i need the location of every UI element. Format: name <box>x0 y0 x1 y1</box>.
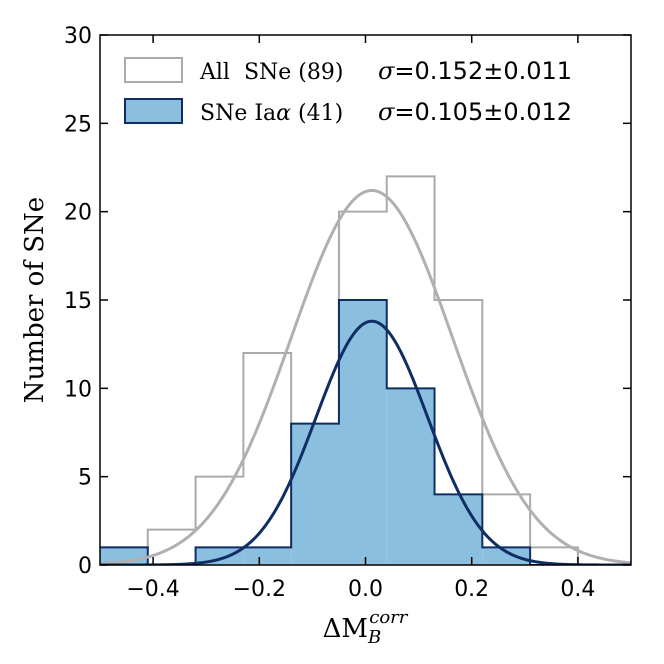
y-tick-label-4: 20 <box>64 201 92 226</box>
legend-sigma-value-ia: =0.105±0.012 <box>394 98 572 126</box>
legend-label-ia-tail: (41) <box>291 101 343 126</box>
bar-ia-bin-9 <box>482 547 531 565</box>
legend-label-ia: SNe Iaα (41) <box>200 101 343 126</box>
x-axis-label-main: ΔM <box>323 614 368 644</box>
legend-sigma-symbol-ia: σ <box>378 98 395 126</box>
legend-label-all: All SNe (89) <box>199 60 343 85</box>
legend-swatch-all <box>124 57 183 83</box>
sne-ia-alpha-histogram <box>53 299 578 565</box>
x-tick-label-1: −0.2 <box>233 577 286 602</box>
x-tick-label-0: −0.4 <box>126 577 179 602</box>
y-tick-label-1: 5 <box>78 466 92 491</box>
x-tick-label-3: 0.2 <box>454 577 489 602</box>
legend-label-ia-text: SNe Ia <box>200 101 276 126</box>
legend-label-ia-greek: α <box>276 101 291 126</box>
y-tick-label-0: 0 <box>78 554 92 579</box>
bar-ia-bin-4 <box>243 547 292 565</box>
bar-all-bin-0 <box>53 547 100 565</box>
bar-ia-bin-5 <box>291 423 339 565</box>
x-axis-label-sub: B <box>367 627 381 648</box>
y-tick-label-5: 25 <box>64 112 92 137</box>
bar-ia-bin-6 <box>338 300 387 565</box>
legend: All SNe (89) σ=0.152±0.011 SNe Iaα (41) … <box>124 57 572 126</box>
x-axis-label-sup: corr <box>369 607 409 628</box>
legend-sigma-value-all: =0.152±0.011 <box>394 57 572 85</box>
gaussian-curve-all <box>100 188 631 565</box>
y-tick-label-6: 30 <box>64 24 92 49</box>
gaussian-fits <box>100 188 631 565</box>
bar-ia-bin-8 <box>434 494 483 565</box>
x-axis-label: ΔMBcorr <box>323 607 409 648</box>
y-tick-label-2: 10 <box>64 377 92 402</box>
gaussian-curve-ia <box>100 319 631 565</box>
y-tick-labels: 0 5 10 15 20 25 30 <box>64 24 92 579</box>
legend-swatch-ia <box>124 98 183 124</box>
y-tick-label-3: 15 <box>64 289 92 314</box>
x-tick-label-4: 0.4 <box>560 577 595 602</box>
x-tick-labels: −0.4 −0.2 0.0 0.2 0.4 <box>126 577 595 602</box>
x-tick-label-2: 0.0 <box>348 577 383 602</box>
axis-ticks <box>100 34 631 566</box>
y-axis-label: Number of SNe <box>20 197 50 403</box>
legend-sigma-all: σ=0.152±0.011 <box>378 57 572 85</box>
legend-sigma-ia: σ=0.105±0.012 <box>378 98 572 126</box>
legend-sigma-symbol-all: σ <box>378 57 395 85</box>
bar-all-bin-4 <box>243 353 291 565</box>
bar-ia-bin-0 <box>53 547 100 565</box>
